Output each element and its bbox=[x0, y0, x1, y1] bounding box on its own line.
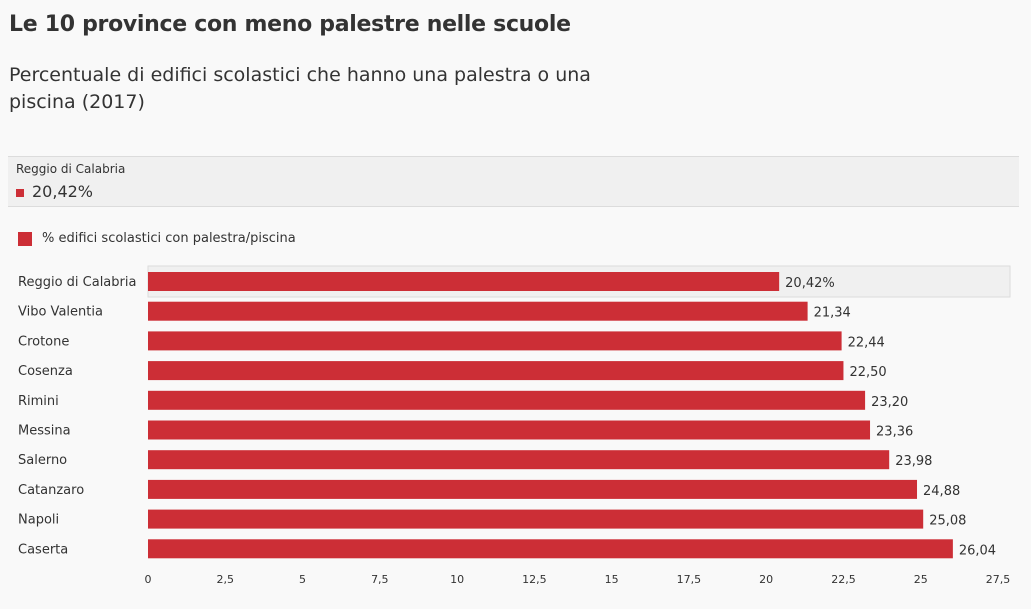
bar[interactable] bbox=[148, 331, 842, 351]
x-tick-label: 7,5 bbox=[371, 573, 389, 586]
category-label: Reggio di Calabria bbox=[18, 275, 136, 290]
value-label: 24,88 bbox=[923, 484, 960, 499]
bar[interactable] bbox=[148, 539, 953, 559]
value-label: 26,04 bbox=[959, 543, 996, 558]
bar[interactable] bbox=[148, 509, 924, 529]
x-tick-label: 2,5 bbox=[217, 573, 235, 586]
bar[interactable] bbox=[148, 450, 890, 470]
x-tick-label: 15 bbox=[605, 573, 619, 586]
category-label: Napoli bbox=[18, 513, 59, 528]
value-label: 23,98 bbox=[895, 454, 932, 469]
x-tick-label: 12,5 bbox=[522, 573, 547, 586]
category-label: Crotone bbox=[18, 334, 69, 349]
value-label: 22,44 bbox=[848, 335, 885, 350]
value-label: 25,08 bbox=[929, 514, 966, 529]
tooltip-category: Reggio di Calabria bbox=[16, 162, 126, 176]
x-tick-label: 25 bbox=[914, 573, 928, 586]
category-label: Catanzaro bbox=[18, 483, 84, 498]
category-label: Salerno bbox=[18, 453, 67, 468]
tooltip-swatch bbox=[16, 189, 24, 197]
x-tick-label: 27,5 bbox=[986, 573, 1011, 586]
category-label: Messina bbox=[18, 424, 71, 439]
chart-title: Le 10 province con meno palestre nelle s… bbox=[9, 12, 571, 37]
category-label: Rimini bbox=[18, 394, 59, 409]
x-tick-label: 17,5 bbox=[677, 573, 702, 586]
chart-subtitle: Percentuale di edifici scolastici che ha… bbox=[9, 64, 591, 113]
value-label: 22,50 bbox=[849, 365, 886, 380]
value-label: 21,34 bbox=[814, 306, 851, 321]
bar[interactable] bbox=[148, 301, 808, 321]
hover-tooltip: Reggio di Calabria 20,42% bbox=[8, 156, 1019, 207]
value-label: 20,42% bbox=[785, 276, 835, 291]
category-label: Caserta bbox=[18, 542, 68, 557]
bar[interactable] bbox=[148, 479, 918, 499]
bar[interactable] bbox=[148, 420, 871, 440]
tooltip-value: 20,42% bbox=[32, 182, 94, 201]
value-label: 23,20 bbox=[871, 395, 908, 410]
value-label: 23,36 bbox=[876, 425, 913, 440]
bar[interactable] bbox=[148, 390, 866, 410]
x-tick-label: 10 bbox=[450, 573, 464, 586]
x-tick-label: 22,5 bbox=[831, 573, 856, 586]
x-tick-label: 5 bbox=[299, 573, 306, 586]
legend-label: % edifici scolastici con palestra/piscin… bbox=[42, 231, 296, 246]
bar[interactable] bbox=[148, 272, 780, 291]
x-tick-label: 20 bbox=[759, 573, 773, 586]
category-label: Cosenza bbox=[18, 364, 73, 379]
category-label: Vibo Valentia bbox=[18, 305, 103, 320]
bar[interactable] bbox=[148, 361, 844, 381]
legend-swatch bbox=[18, 232, 32, 246]
x-tick-label: 0 bbox=[145, 573, 152, 586]
